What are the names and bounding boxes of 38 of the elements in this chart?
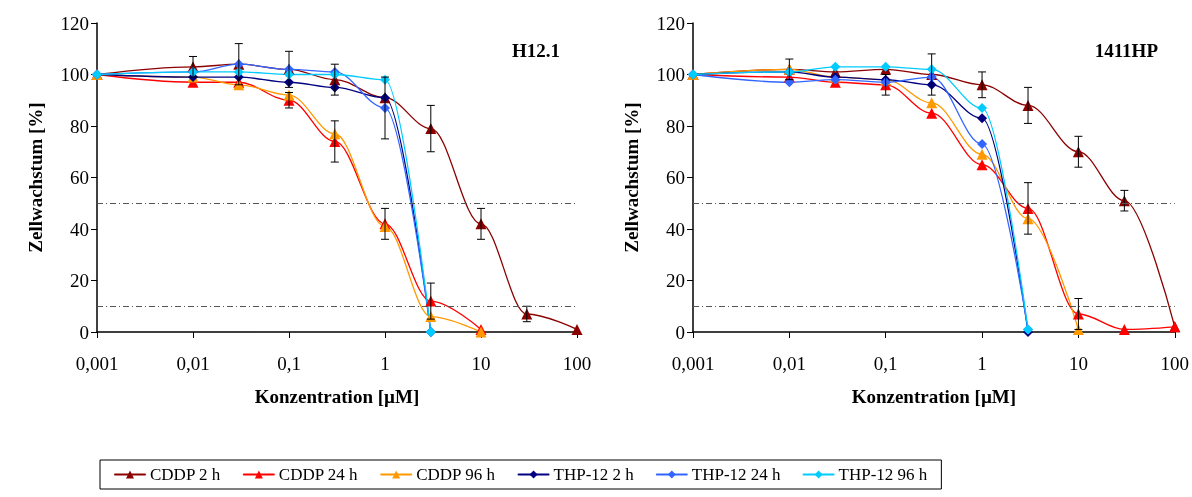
x-tick-label: 0,1: [277, 353, 301, 374]
y-tick-label: 0: [79, 321, 89, 343]
y-axis-title: Zellwachstum [%]: [621, 102, 642, 253]
x-tick-label: 1: [380, 353, 390, 374]
y-tick-label: 40: [666, 218, 685, 240]
y-tick-label: 20: [70, 270, 89, 291]
x-tick-label: 100: [1160, 353, 1189, 374]
x-tick-label: 0,001: [671, 353, 715, 374]
x-tick-label: 0,1: [873, 353, 898, 374]
y-tick-label: 60: [666, 167, 685, 188]
y-tick-label: 80: [666, 115, 685, 137]
text: 1411HP: [1094, 40, 1159, 61]
y-tick-label: 100: [656, 64, 685, 85]
y-tick-label: 120: [60, 12, 89, 34]
y-tick-label: 60: [70, 167, 89, 188]
y-tick-label: 120: [656, 12, 685, 34]
legend-label: THP-12 2 h: [553, 465, 635, 484]
y-tick-label: 40: [70, 218, 89, 240]
legend-label: CDDP 2 h: [150, 465, 221, 484]
y-tick-label: 80: [70, 115, 89, 137]
legend-label: CDDP 24 h: [278, 465, 359, 484]
y-tick-label: 20: [666, 270, 685, 291]
x-tick-label: 100: [562, 353, 592, 374]
x-axis-title: Konzentration [µM]: [254, 386, 420, 407]
legend-label: THP-12 96 h: [838, 465, 928, 484]
x-tick-label: 0,001: [75, 353, 119, 374]
y-tick-label: 0: [675, 321, 685, 343]
x-axis-title: Konzentration [µM]: [851, 386, 1017, 407]
legend-label: THP-12 24 h: [691, 465, 782, 484]
x-tick-label: 0,01: [772, 353, 806, 374]
x-tick-label: 1: [977, 353, 987, 374]
x-tick-label: 10: [1068, 353, 1088, 374]
y-axis-title: Zellwachstum [%]: [25, 102, 46, 253]
x-tick-label: 0,01: [176, 353, 210, 374]
y-tick-label: 100: [60, 64, 89, 85]
x-tick-label: 10: [471, 353, 491, 374]
text: H12.1: [511, 40, 560, 61]
legend-label: CDDP 96 h: [416, 465, 496, 484]
